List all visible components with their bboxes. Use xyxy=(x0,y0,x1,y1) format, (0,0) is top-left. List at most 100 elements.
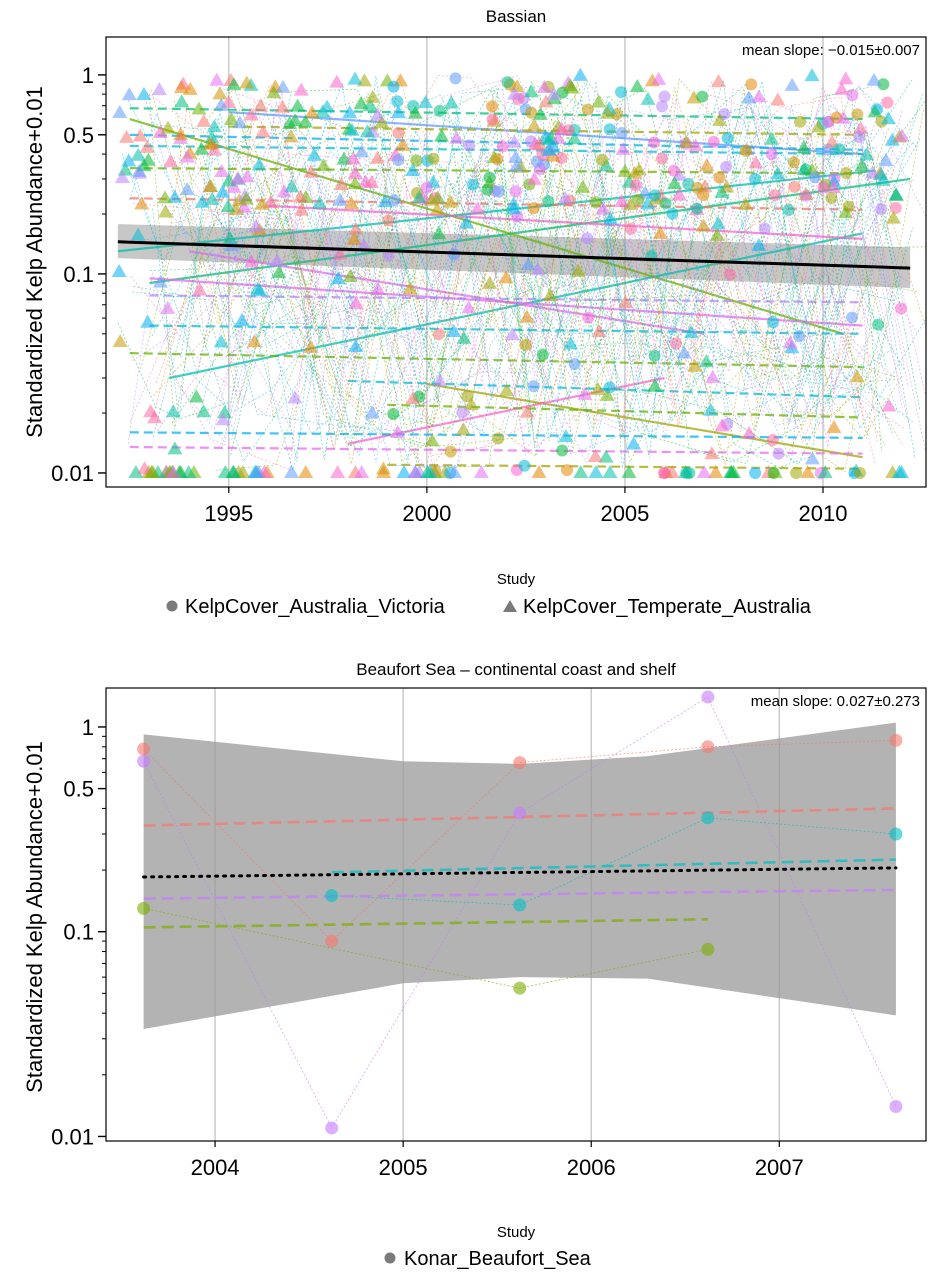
point-triangle xyxy=(473,464,489,478)
point-circle xyxy=(391,95,404,108)
point-triangle xyxy=(396,464,412,478)
connector-line xyxy=(174,86,872,453)
point-triangle xyxy=(160,300,176,314)
point-triangle xyxy=(885,210,901,224)
point-triangle xyxy=(838,71,854,85)
axis-ticks: 2004 2005 2006 2007 0.01 0.1 0.5 1 xyxy=(51,715,804,1180)
point-triangle xyxy=(449,130,465,144)
plot-frame xyxy=(105,36,927,488)
point-circle xyxy=(707,135,720,148)
point-triangle xyxy=(456,330,472,344)
point-triangle xyxy=(204,191,220,205)
point-triangle xyxy=(402,281,418,295)
site-trend-line xyxy=(149,324,863,335)
point-triangle xyxy=(248,218,264,232)
point-triangle xyxy=(796,140,812,154)
point-triangle xyxy=(343,196,359,210)
point-triangle xyxy=(599,105,615,119)
point-triangle xyxy=(443,194,459,208)
point-triangle xyxy=(867,104,883,118)
point-triangle xyxy=(192,282,208,296)
point-circle xyxy=(582,311,595,324)
point-triangle xyxy=(364,174,380,188)
point-circle xyxy=(854,466,867,479)
point-circle xyxy=(655,152,668,165)
point-circle xyxy=(697,189,710,202)
point-triangle xyxy=(617,294,633,308)
point-circle xyxy=(895,302,908,315)
y-tick-label: 0.5 xyxy=(63,777,94,802)
point-triangle xyxy=(411,190,427,204)
point-triangle xyxy=(782,335,798,349)
legend-entry-temperate: KelpCover_Temperate_Australia xyxy=(523,596,812,618)
point-circle xyxy=(629,179,642,192)
point-circle xyxy=(527,202,540,215)
point-triangle xyxy=(683,325,699,339)
y-tick-label: 1 xyxy=(82,63,94,88)
point-triangle xyxy=(251,157,267,171)
point-triangle xyxy=(348,221,364,235)
site-trend-line xyxy=(129,445,863,455)
point-circle xyxy=(768,189,781,202)
point-triangle xyxy=(181,464,197,478)
point-triangle xyxy=(239,169,255,183)
point-circle xyxy=(513,756,527,770)
point-triangle xyxy=(804,68,820,82)
point-circle xyxy=(556,444,569,457)
point-circle xyxy=(758,222,771,235)
point-triangle xyxy=(370,107,386,121)
y-axis-label: Standardized Kelp Abundance+0.01 xyxy=(22,741,47,1093)
point-triangle xyxy=(770,166,786,180)
point-triangle xyxy=(376,464,392,478)
point-triangle xyxy=(508,149,524,163)
panel-bassian: Bassian Standardized Kelp Abundance+0.01… xyxy=(22,7,927,618)
point-circle xyxy=(658,90,671,103)
x-tick-label: 2004 xyxy=(191,1155,240,1180)
point-triangle xyxy=(431,226,447,240)
point-triangle xyxy=(671,187,687,201)
point-circle xyxy=(721,132,734,145)
point-circle xyxy=(881,96,894,109)
connector-line xyxy=(229,91,890,320)
point-circle xyxy=(793,330,806,343)
point-triangle xyxy=(884,132,900,146)
point-circle xyxy=(772,447,785,460)
point-triangle xyxy=(333,177,349,191)
connector-line xyxy=(153,87,875,458)
point-triangle xyxy=(217,405,233,419)
connector-line xyxy=(169,104,890,468)
point-circle xyxy=(766,434,779,447)
site-trend-line xyxy=(129,167,863,175)
point-circle xyxy=(872,318,885,331)
point-triangle xyxy=(751,89,767,103)
mean-slope-annotation: mean slope: 0.027±0.273 xyxy=(751,693,920,710)
point-triangle xyxy=(531,136,547,150)
point-triangle xyxy=(239,75,255,89)
point-circle xyxy=(713,171,726,184)
point-circle xyxy=(794,115,807,128)
point-circle xyxy=(492,432,505,445)
point-circle xyxy=(875,203,888,216)
point-triangle xyxy=(332,246,348,260)
point-triangle xyxy=(306,147,322,161)
point-triangle xyxy=(836,110,852,124)
point-triangle xyxy=(348,295,364,309)
point-triangle xyxy=(293,82,309,96)
point-circle xyxy=(392,154,405,167)
point-triangle xyxy=(348,339,364,353)
point-circle xyxy=(388,194,401,207)
connector-line xyxy=(233,81,878,448)
site-trend-line xyxy=(143,917,708,929)
point-circle xyxy=(739,144,752,157)
point-triangle xyxy=(114,170,130,184)
point-circle xyxy=(648,349,661,362)
point-triangle xyxy=(469,201,485,215)
point-triangle xyxy=(800,464,816,478)
point-circle xyxy=(840,167,853,180)
point-triangle xyxy=(698,354,714,368)
legend-circle-marker xyxy=(166,600,178,612)
point-triangle xyxy=(699,158,715,172)
point-circle xyxy=(889,1100,903,1114)
point-triangle xyxy=(810,119,826,133)
point-triangle xyxy=(191,101,207,115)
